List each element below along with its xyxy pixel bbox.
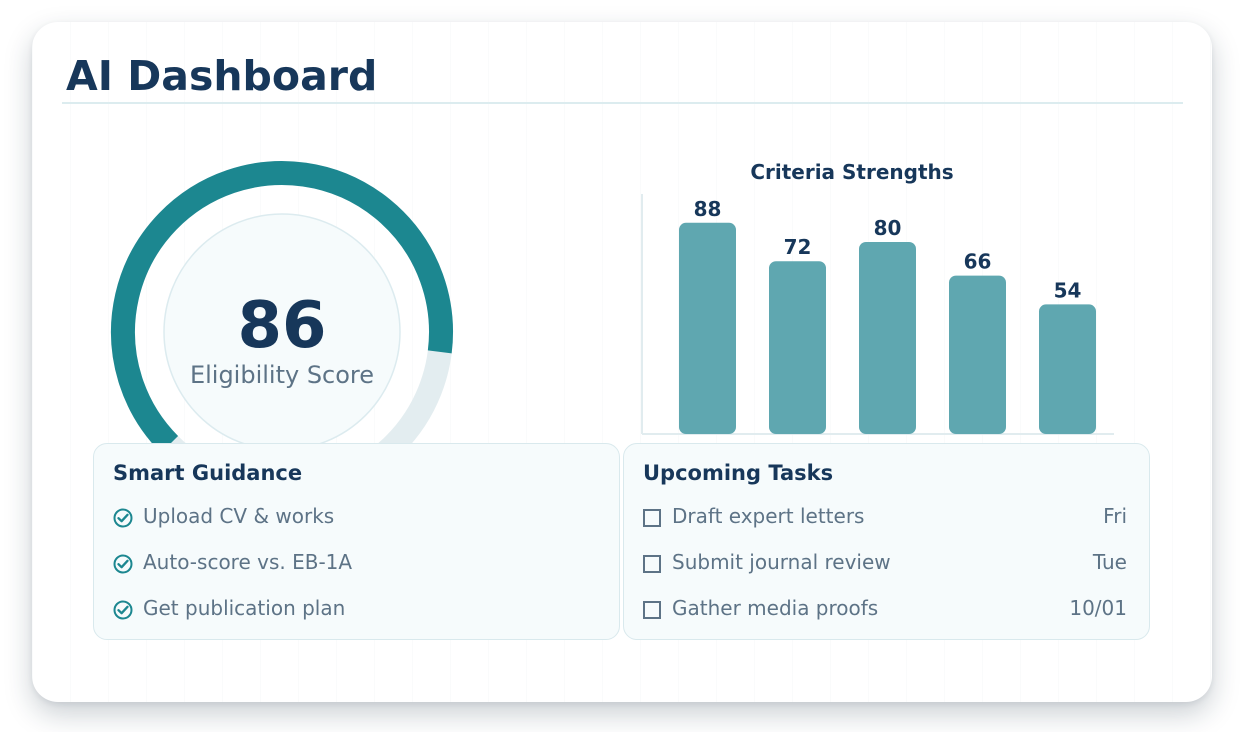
guidance-item-label: Auto-score vs. EB-1A — [143, 550, 353, 574]
task-due-date: 10/01 — [1069, 596, 1127, 620]
guidance-item: Get publication plan — [113, 594, 597, 640]
chart-title: Criteria Strengths — [750, 160, 953, 184]
chart-bar — [1039, 304, 1096, 434]
task-item: Gather media proofs 10/01 — [643, 594, 1127, 640]
title-divider — [62, 102, 1183, 104]
criteria-strengths-chart: Criteria Strengths 88 72 80 66 54 — [641, 160, 1114, 435]
chart-bars: 88 72 80 66 54 — [679, 197, 1096, 434]
task-label: Draft expert letters — [672, 504, 865, 528]
chart-bar-value-label: 88 — [694, 197, 722, 221]
chart-bar — [769, 261, 826, 434]
task-label: Gather media proofs — [672, 596, 879, 620]
chart-bar-value-label: 54 — [1054, 278, 1082, 302]
guidance-item-label: Upload CV & works — [143, 504, 335, 528]
page-title: AI Dashboard — [66, 52, 378, 100]
task-item: Draft expert letters Fri — [643, 502, 1127, 548]
task-list: Draft expert letters Fri Submit journal … — [643, 502, 1127, 640]
chart-bar — [679, 222, 736, 434]
guidance-item-label: Get publication plan — [143, 596, 346, 620]
eligibility-score-value: 86 — [237, 289, 327, 363]
checkbox-icon[interactable] — [643, 509, 661, 527]
task-due-date: Fri — [1103, 504, 1127, 528]
guidance-list: Upload CV & works Auto-score vs. EB-1A G… — [113, 502, 597, 640]
chart-bar — [859, 242, 916, 434]
upcoming-tasks-panel: Upcoming Tasks Draft expert letters Fri … — [623, 443, 1150, 640]
task-due-date: Tue — [1092, 550, 1127, 574]
chart-bar-value-label: 80 — [874, 216, 902, 240]
check-circle-icon — [113, 554, 133, 574]
chart-bar-value-label: 66 — [964, 250, 992, 274]
gauge-progress-arc — [111, 161, 453, 453]
check-circle-icon — [113, 508, 133, 528]
smart-guidance-title: Smart Guidance — [113, 461, 303, 485]
task-item: Submit journal review Tue — [643, 548, 1127, 594]
smart-guidance-panel: Smart Guidance Upload CV & works Auto-sc… — [93, 443, 620, 640]
dashboard-card: AI Dashboard 86 Eligibility Score Criter… — [32, 22, 1212, 702]
checkbox-icon[interactable] — [643, 555, 661, 573]
guidance-item: Upload CV & works — [113, 502, 597, 548]
task-label: Submit journal review — [672, 550, 891, 574]
chart-bar-value-label: 72 — [784, 235, 812, 259]
checkbox-icon[interactable] — [643, 601, 661, 619]
guidance-item: Auto-score vs. EB-1A — [113, 548, 597, 594]
upcoming-tasks-title: Upcoming Tasks — [643, 461, 834, 485]
eligibility-score-label: Eligibility Score — [189, 361, 375, 389]
chart-bar — [949, 275, 1006, 434]
check-circle-icon — [113, 600, 133, 620]
